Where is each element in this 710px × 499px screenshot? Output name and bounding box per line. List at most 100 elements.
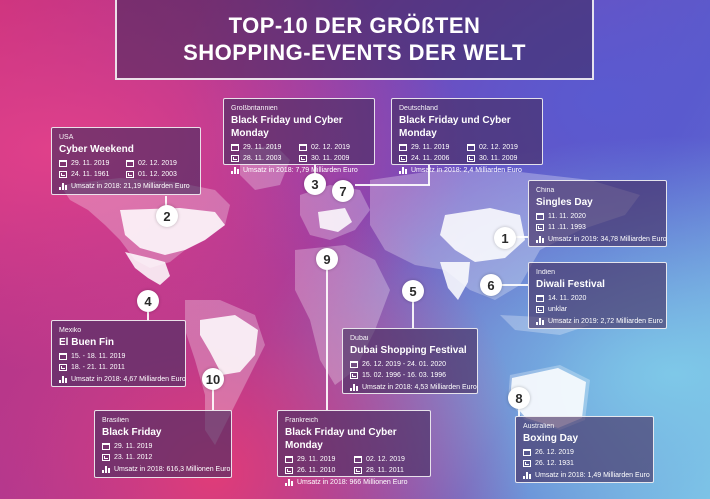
connector-gb [314, 165, 316, 175]
card-mexico: Mexiko El Buen Fin 15. - 18. 11. 2019 18… [51, 320, 186, 387]
first-date: 26. 11. 2010 [297, 467, 336, 474]
calendar-icon [102, 443, 110, 450]
calendar-icon [126, 160, 134, 167]
marker-1[interactable]: 1 [494, 227, 516, 249]
connector-cn [516, 236, 528, 238]
history-icon [350, 372, 358, 379]
revenue-text: Umsatz in 2019: 2,72 Milliarden Euro [548, 318, 663, 325]
event-date: 15. - 18. 11. 2019 [71, 353, 126, 360]
first-date: 26. 12. 1931 [535, 460, 574, 467]
mexico-highlight [125, 252, 170, 285]
title-line-1: TOP-10 DER GRÖßTEN [228, 13, 481, 38]
connector-mx [147, 312, 149, 321]
connector-de-v [428, 165, 430, 185]
marker-3[interactable]: 3 [304, 173, 326, 195]
history-icon [102, 454, 110, 461]
bar-chart-icon [536, 318, 544, 325]
calendar-icon [536, 213, 544, 220]
first-date: 24. 11. 2006 [411, 155, 450, 162]
first-date: 15. 02. 1996 - 16. 03. 1996 [362, 372, 447, 379]
history-icon [536, 306, 544, 313]
country-label: Mexiko [59, 327, 82, 334]
history-icon [59, 171, 67, 178]
first-date: 28. 11. 2011 [366, 467, 404, 474]
event-date: 29. 11. 2019 [114, 443, 153, 450]
card-dubai: Dubai Dubai Shopping Festival 26. 12. 20… [342, 328, 478, 394]
country-label: Australien [523, 423, 555, 430]
country-label: USA [59, 134, 74, 141]
calendar-icon [231, 144, 239, 151]
marker-4[interactable]: 4 [137, 290, 159, 312]
bar-chart-icon [231, 167, 239, 174]
bar-chart-icon [59, 183, 67, 190]
event-date: 29. 11. 2019 [411, 144, 450, 151]
connector-au [518, 408, 520, 416]
event-name: Boxing Day [523, 433, 579, 444]
marker-6[interactable]: 6 [480, 274, 502, 296]
first-date: 24. 11. 1961 [71, 171, 110, 178]
connector-usa [165, 196, 167, 211]
country-label: China [536, 187, 555, 194]
bar-chart-icon [536, 236, 544, 243]
card-australia: Australien Boxing Day 26. 12. 2019 26. 1… [515, 416, 654, 483]
marker-8[interactable]: 8 [508, 387, 530, 409]
revenue-text: Umsatz in 2018: 4,67 Milliarden Euro [71, 376, 186, 383]
event-name: Black Friday und Cyber Monday [231, 115, 343, 139]
marker-9[interactable]: 9 [316, 248, 338, 270]
revenue-text: Umsatz in 2019: 34,78 Milliarden Euro [548, 236, 667, 243]
calendar-icon [59, 353, 67, 360]
country-label: Dubai [350, 335, 369, 342]
card-usa: USA Cyber Weekend 29. 11. 2019 02. 12. 2… [51, 127, 201, 195]
event-date: 02. 12. 2019 [366, 456, 405, 463]
event-date: 14. 11. 2020 [548, 295, 587, 302]
event-name: Cyber Weekend [59, 144, 134, 155]
bar-chart-icon [102, 466, 110, 473]
first-date: 30. 11. 2009 [311, 155, 350, 162]
country-label: Großbritannien [231, 105, 278, 112]
brazil-highlight [200, 315, 258, 375]
event-name: Dubai Shopping Festival [350, 345, 467, 356]
card-china: China Singles Day 11. 11. 2020 11 .11. 1… [528, 180, 667, 247]
event-name: Singles Day [536, 197, 593, 208]
europe-highlight [318, 208, 352, 232]
history-icon [126, 171, 134, 178]
card-france: Frankreich Black Friday und Cyber Monday… [277, 410, 431, 486]
bar-chart-icon [59, 376, 67, 383]
marker-10[interactable]: 10 [202, 368, 224, 390]
event-name: Diwali Festival [536, 279, 605, 290]
first-date: 23. 11. 2012 [114, 454, 153, 461]
history-icon [536, 224, 544, 231]
marker-2[interactable]: 2 [156, 205, 178, 227]
history-icon [59, 364, 67, 371]
connector-fr [326, 270, 328, 410]
event-date: 02. 12. 2019 [138, 160, 177, 167]
india-highlight [440, 262, 470, 300]
history-icon [399, 155, 407, 162]
bar-chart-icon [350, 384, 358, 391]
calendar-icon [350, 361, 358, 368]
first-date: 30. 11. 2009 [479, 155, 518, 162]
first-date: unklar [548, 306, 568, 313]
country-label: Brasilien [102, 417, 129, 424]
history-icon [467, 155, 475, 162]
event-date: 02. 12. 2019 [311, 144, 350, 151]
connector-ae [412, 300, 414, 328]
marker-5[interactable]: 5 [402, 280, 424, 302]
connector-br [212, 388, 214, 410]
first-date: 11 .11. 1993 [548, 224, 586, 231]
australia-highlight [510, 368, 586, 428]
card-great-britain: Großbritannien Black Friday und Cyber Mo… [223, 98, 375, 174]
event-name: Black Friday [102, 427, 162, 438]
event-name: Black Friday und Cyber Monday [399, 115, 511, 139]
country-label: Deutschland [399, 105, 438, 112]
bar-chart-icon [523, 472, 531, 479]
title-line-2: SHOPPING-EVENTS DER WELT [183, 40, 526, 65]
revenue-text: Umsatz in 2018: 616,3 Millionen Euro [114, 466, 231, 473]
calendar-icon [354, 456, 362, 463]
africa-land [295, 245, 390, 385]
card-germany: Deutschland Black Friday und Cyber Monda… [391, 98, 543, 174]
calendar-icon [399, 144, 407, 151]
history-icon [354, 467, 362, 474]
marker-7[interactable]: 7 [332, 180, 354, 202]
calendar-icon [59, 160, 67, 167]
